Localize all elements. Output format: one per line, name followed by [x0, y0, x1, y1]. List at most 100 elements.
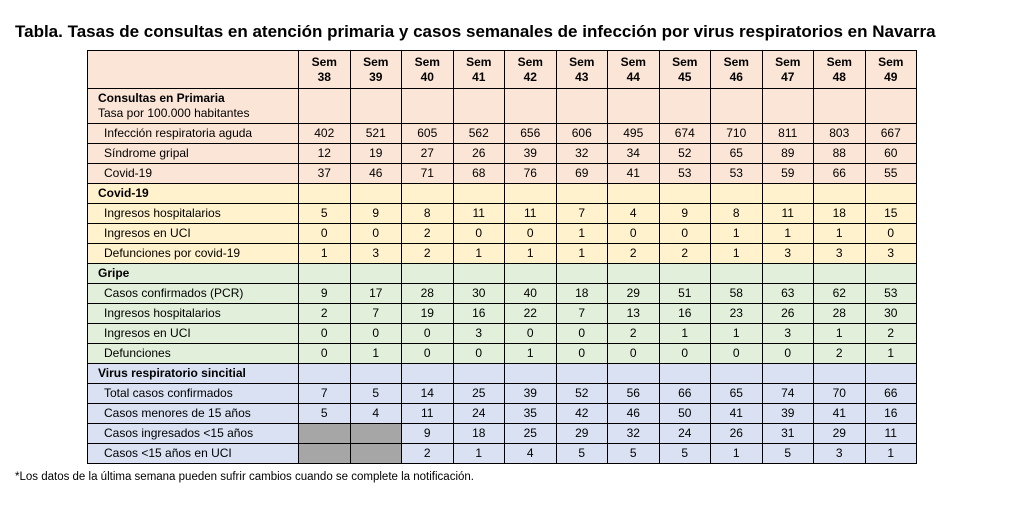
empty-cell [761, 363, 814, 384]
value-cell: 2 [813, 343, 866, 364]
value-cell: 70 [813, 383, 866, 404]
value-cell: 46 [607, 403, 660, 424]
value-cell: 9 [658, 203, 711, 224]
row-label: Covid-19 [87, 163, 299, 184]
value-cell: 2 [607, 323, 660, 344]
value-cell: 7 [555, 303, 608, 324]
row-label: Ingresos en UCI [87, 323, 299, 344]
data-row: Covid-19 37 46 71 68 76 69 41 53 53 59 66 55 [87, 163, 917, 184]
value-cell: 14 [401, 383, 454, 404]
value-cell: 18 [452, 423, 505, 444]
value-cell: 0 [555, 323, 608, 344]
section-row: Virus respiratorio sincitial [87, 363, 917, 384]
value-cell: 25 [504, 423, 557, 444]
value-cell: 1 [864, 343, 917, 364]
data-row: Ingresos en UCI 0 0 2 0 0 1 0 0 1 1 1 0 [87, 223, 917, 244]
value-cell: 59 [761, 163, 814, 184]
missing-cell [349, 443, 402, 464]
week-header: Sem 38 [298, 50, 351, 89]
data-row: Casos confirmados (PCR) 9 17 28 30 40 18 29 51 58… [87, 283, 917, 304]
value-cell: 66 [813, 163, 866, 184]
value-cell: 606 [555, 123, 608, 144]
value-cell: 27 [401, 143, 454, 164]
value-cell: 5 [555, 443, 608, 464]
value-cell: 16 [452, 303, 505, 324]
value-cell: 65 [710, 143, 763, 164]
value-cell: 19 [349, 143, 402, 164]
empty-cell [658, 263, 711, 284]
value-cell: 9 [298, 283, 351, 304]
value-cell: 11 [452, 203, 505, 224]
week-label: Sem 39 [363, 54, 389, 84]
empty-cell [298, 183, 351, 204]
value-cell: 3 [452, 323, 505, 344]
value-cell: 674 [658, 123, 711, 144]
value-cell: 402 [298, 123, 351, 144]
empty-cell [401, 88, 454, 124]
value-cell: 35 [504, 403, 557, 424]
value-cell: 28 [401, 283, 454, 304]
empty-cell [452, 88, 505, 124]
value-cell: 7 [555, 203, 608, 224]
week-header: Sem 49 [864, 50, 917, 89]
value-cell: 0 [349, 323, 402, 344]
empty-cell [504, 363, 557, 384]
value-cell: 55 [864, 163, 917, 184]
empty-cell [864, 263, 917, 284]
data-row: Ingresos hospitalarios 2 7 19 16 22 7 13 16 23 26 2… [87, 303, 917, 324]
empty-cell [452, 183, 505, 204]
section-subtitle: Tasa por 100.000 habitantes [98, 106, 250, 120]
value-cell: 16 [658, 303, 711, 324]
value-cell: 3 [761, 323, 814, 344]
value-cell: 50 [658, 403, 711, 424]
week-label: Sem 42 [517, 54, 543, 84]
value-cell: 667 [864, 123, 917, 144]
empty-cell [555, 183, 608, 204]
empty-cell [452, 263, 505, 284]
row-label: Casos <15 años en UCI [87, 443, 299, 464]
value-cell: 0 [761, 343, 814, 364]
value-cell: 65 [710, 383, 763, 404]
value-cell: 2 [401, 223, 454, 244]
empty-cell [504, 183, 557, 204]
empty-cell [401, 263, 454, 284]
table-title: Tabla. Tasas de consultas en atención pr… [15, 22, 936, 41]
section-cell: Covid-19 [87, 183, 299, 204]
value-cell: 18 [813, 203, 866, 224]
value-cell: 53 [710, 163, 763, 184]
value-cell: 0 [864, 223, 917, 244]
value-cell: 1 [710, 223, 763, 244]
week-header: Sem 43 [555, 50, 608, 89]
value-cell: 1 [452, 243, 505, 264]
section-cell: Virus respiratorio sincitial [87, 363, 299, 384]
value-cell: 0 [401, 343, 454, 364]
data-row: Síndrome gripal 12 19 27 26 39 32 34 52 65 89 88 60 [87, 143, 917, 164]
row-label: Casos menores de 15 años [87, 403, 299, 424]
value-cell: 89 [761, 143, 814, 164]
value-cell: 2 [401, 243, 454, 264]
empty-cell [813, 88, 866, 124]
value-cell: 26 [761, 303, 814, 324]
value-cell: 5 [607, 443, 660, 464]
value-cell: 710 [710, 123, 763, 144]
empty-cell [504, 263, 557, 284]
value-cell: 41 [813, 403, 866, 424]
value-cell: 24 [658, 423, 711, 444]
value-cell: 0 [452, 343, 505, 364]
value-cell: 29 [607, 283, 660, 304]
value-cell: 1 [813, 323, 866, 344]
empty-cell [555, 263, 608, 284]
empty-cell [761, 88, 814, 124]
value-cell: 9 [401, 423, 454, 444]
value-cell: 0 [298, 323, 351, 344]
value-cell: 26 [452, 143, 505, 164]
value-cell: 16 [864, 403, 917, 424]
value-cell: 53 [864, 283, 917, 304]
row-label: Total casos confirmados [87, 383, 299, 404]
value-cell: 76 [504, 163, 557, 184]
value-cell: 1 [555, 223, 608, 244]
week-label: Sem 49 [878, 54, 904, 84]
value-cell: 4 [349, 403, 402, 424]
value-cell: 51 [658, 283, 711, 304]
